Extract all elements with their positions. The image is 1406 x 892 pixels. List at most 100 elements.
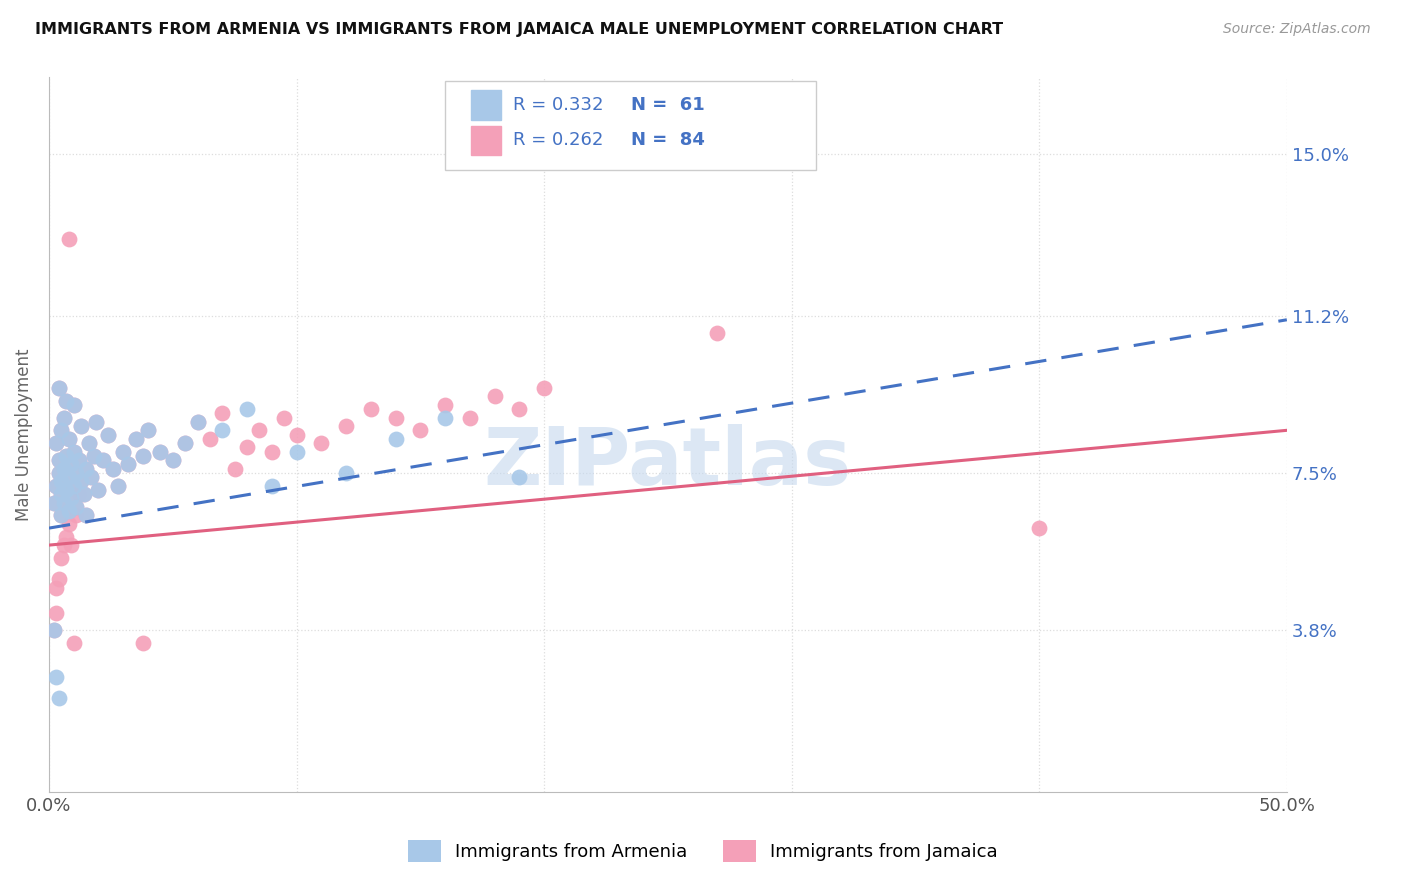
Point <box>45 606 67 620</box>
Point <box>58 470 80 484</box>
Point <box>45 670 67 684</box>
Point <box>107 478 129 492</box>
Point <box>60 458 83 472</box>
Point <box>48 691 70 706</box>
Point <box>42 623 65 637</box>
Point <box>1028 521 1050 535</box>
Point <box>186 415 208 429</box>
Text: N =  61: N = 61 <box>631 95 704 113</box>
Point <box>75 461 97 475</box>
Point <box>52 410 75 425</box>
Point <box>83 449 105 463</box>
Point <box>65 500 87 514</box>
Point <box>198 432 221 446</box>
Point <box>45 478 67 492</box>
Point <box>706 326 728 340</box>
Point <box>52 461 75 475</box>
FancyBboxPatch shape <box>471 90 501 120</box>
Point <box>75 508 97 523</box>
Point <box>132 449 155 463</box>
Point <box>87 483 110 497</box>
Point <box>42 495 65 509</box>
Point <box>97 427 120 442</box>
Point <box>174 436 197 450</box>
Point <box>51 508 73 523</box>
Point <box>60 491 83 506</box>
Point <box>67 487 90 501</box>
Point <box>58 504 80 518</box>
Point <box>124 432 146 446</box>
Point <box>260 444 283 458</box>
Text: IMMIGRANTS FROM ARMENIA VS IMMIGRANTS FROM JAMAICA MALE UNEMPLOYMENT CORRELATION: IMMIGRANTS FROM ARMENIA VS IMMIGRANTS FR… <box>35 22 1004 37</box>
Point <box>51 550 73 565</box>
Point <box>384 410 406 425</box>
Point <box>51 423 73 437</box>
Point <box>103 461 125 475</box>
Point <box>55 449 77 463</box>
Point <box>97 427 120 442</box>
Point <box>55 483 77 497</box>
Point <box>48 381 70 395</box>
Point <box>48 572 70 586</box>
Point <box>52 495 75 509</box>
Point <box>186 415 208 429</box>
Point <box>80 470 103 484</box>
Point <box>48 466 70 480</box>
Point <box>65 466 87 480</box>
Point <box>384 432 406 446</box>
Point <box>60 491 83 506</box>
Point <box>55 449 77 463</box>
Point <box>77 436 100 450</box>
Point <box>211 406 233 420</box>
Point <box>48 381 70 395</box>
Point <box>83 449 105 463</box>
Point <box>51 487 73 501</box>
Point <box>260 478 283 492</box>
Point <box>70 419 93 434</box>
Point <box>52 461 75 475</box>
Point <box>112 444 135 458</box>
Point <box>62 398 84 412</box>
Point <box>51 475 73 489</box>
Point <box>58 432 80 446</box>
Point <box>285 427 308 442</box>
Point <box>67 453 90 467</box>
Point <box>77 436 100 450</box>
Point <box>62 636 84 650</box>
Point <box>62 444 84 458</box>
Point <box>48 453 70 467</box>
Point <box>117 458 139 472</box>
Point <box>62 444 84 458</box>
Point <box>409 423 432 437</box>
Point <box>117 458 139 472</box>
Point <box>132 636 155 650</box>
Point <box>335 466 357 480</box>
Point <box>52 538 75 552</box>
Point <box>58 516 80 531</box>
Point <box>224 461 246 475</box>
Point <box>58 504 80 518</box>
Point <box>136 423 159 437</box>
Point <box>132 449 155 463</box>
Point <box>533 381 555 395</box>
Y-axis label: Male Unemployment: Male Unemployment <box>15 348 32 521</box>
Point <box>84 415 107 429</box>
Point <box>51 487 73 501</box>
Text: R = 0.262: R = 0.262 <box>513 131 603 149</box>
Point <box>65 466 87 480</box>
Point <box>75 508 97 523</box>
Point <box>45 478 67 492</box>
Point <box>55 483 77 497</box>
Point <box>42 495 65 509</box>
Point <box>124 432 146 446</box>
Point <box>51 508 73 523</box>
Text: N =  84: N = 84 <box>631 131 704 149</box>
FancyBboxPatch shape <box>446 81 817 170</box>
Point <box>65 500 87 514</box>
Point <box>51 423 73 437</box>
Point <box>484 389 506 403</box>
Point <box>52 495 75 509</box>
Point <box>434 398 457 412</box>
Point <box>434 410 457 425</box>
Point <box>62 398 84 412</box>
